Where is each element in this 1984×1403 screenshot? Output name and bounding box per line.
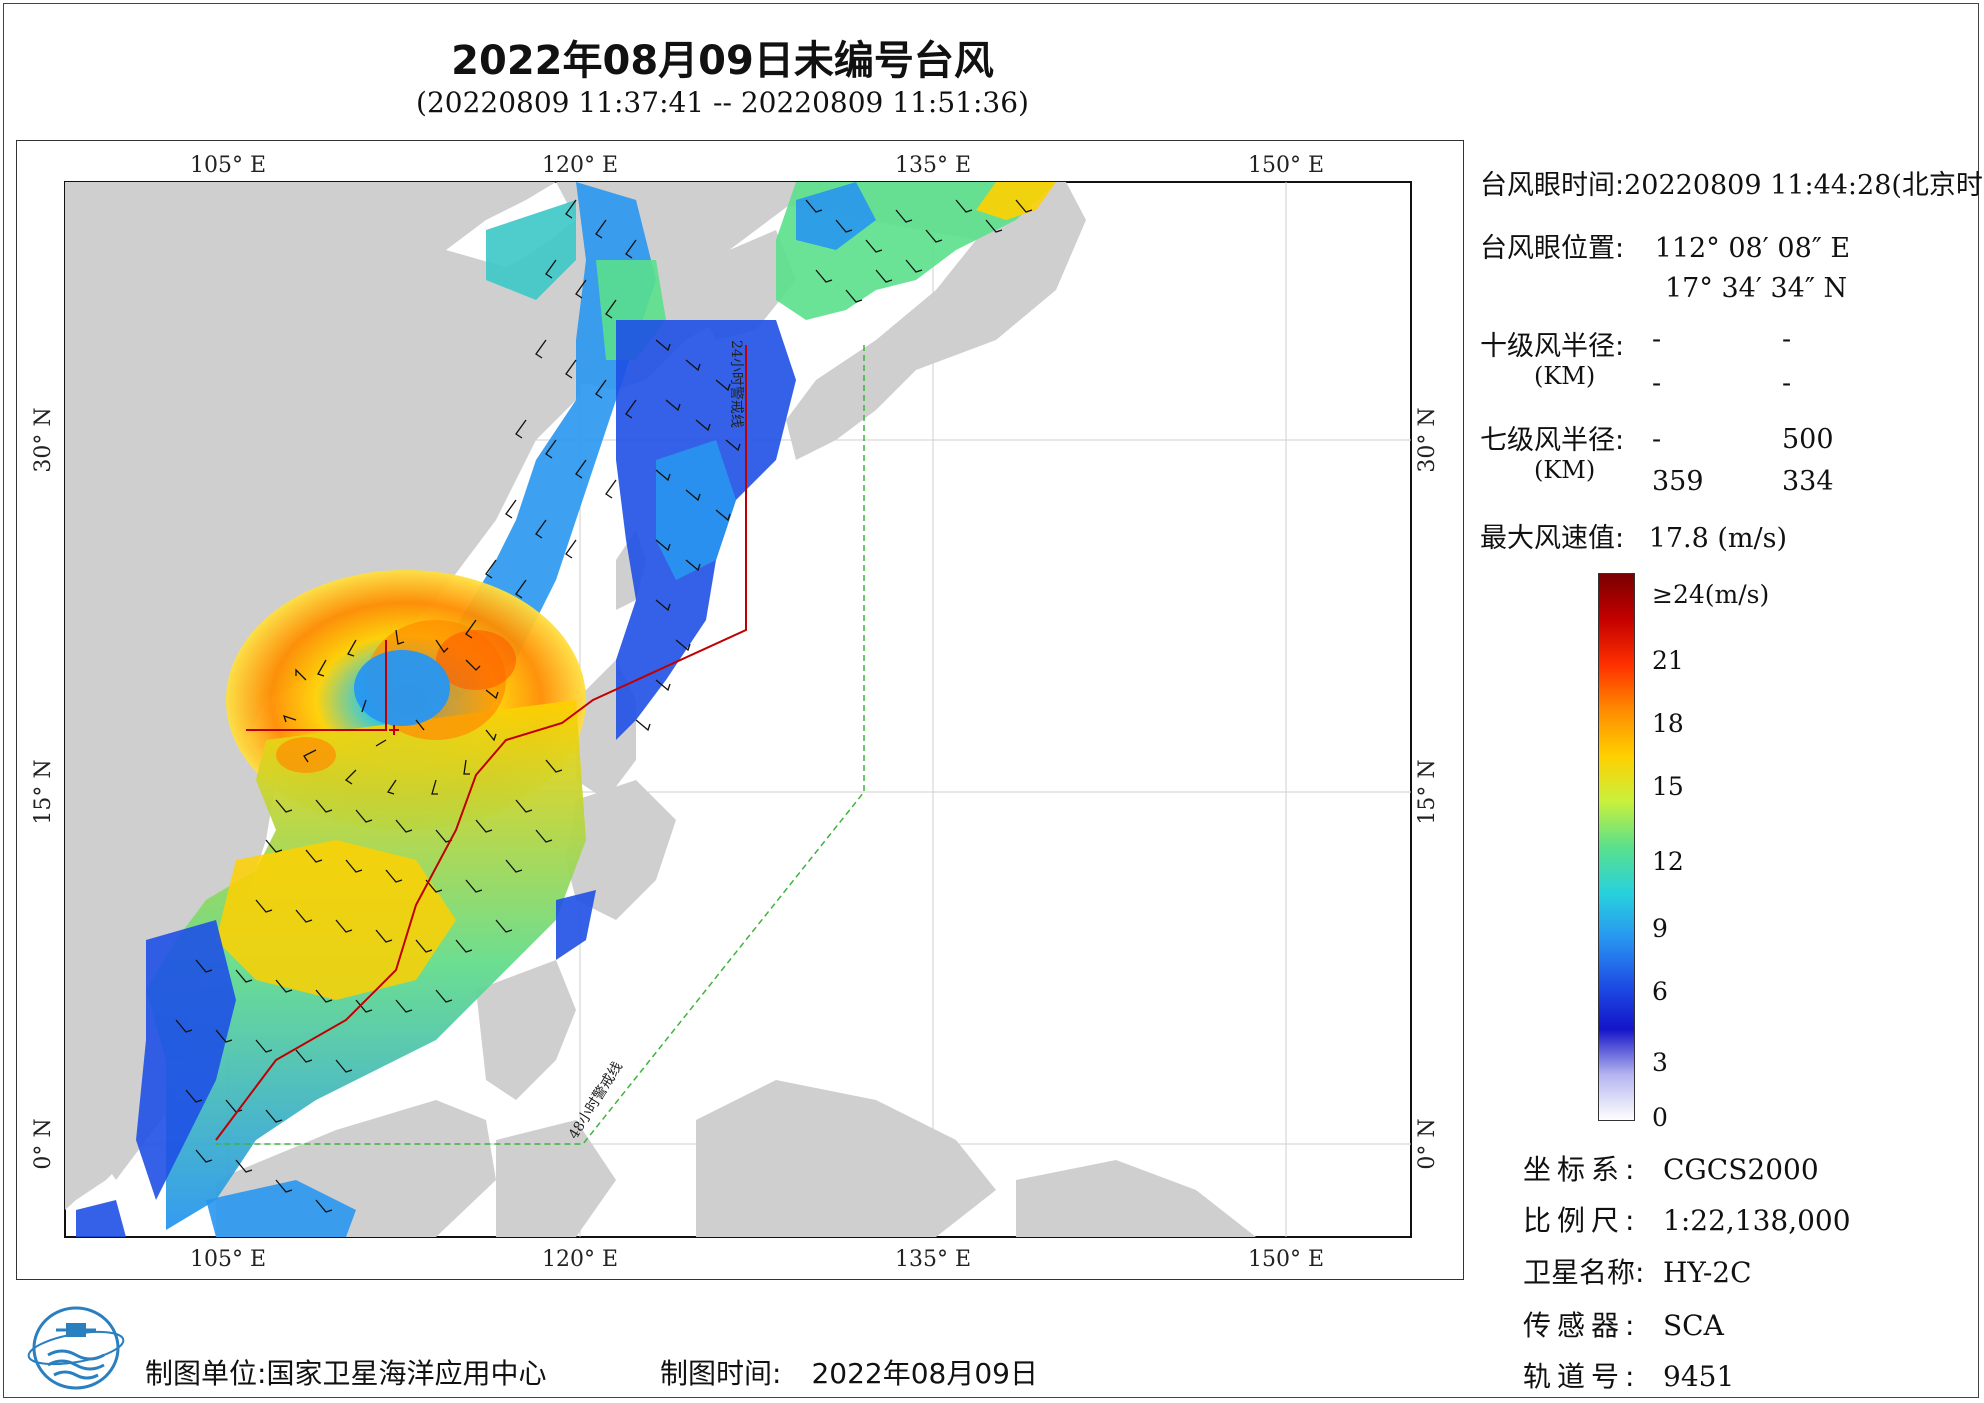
warning-line-48h <box>216 345 865 1145</box>
meta-value: 1:22,138,000 <box>1663 1204 1851 1237</box>
wind-speed-colorbar <box>1598 573 1635 1121</box>
footer-time-label: 制图时间: <box>660 1357 782 1390</box>
meta-key: 轨道号: <box>1523 1360 1641 1393</box>
lat-label: 0° N <box>31 1118 56 1169</box>
agency-logo-icon <box>27 1306 125 1390</box>
wind-barbs <box>175 199 1033 1213</box>
max-wind-label: 最大风速值: <box>1480 523 1625 554</box>
footer-unit-value: 国家卫星海洋应用中心 <box>266 1357 547 1390</box>
colorbar-label: ≥24(m/s) <box>1652 580 1770 609</box>
meta-key: 卫星名称: <box>1523 1256 1645 1289</box>
lat-labels-right: 30° N 15° N 0° N <box>1415 407 1440 1169</box>
lon-label: 150° E <box>1248 153 1324 178</box>
map-subtitle: (20220809 11:37:41 -- 20220809 11:51:36) <box>416 86 1029 119</box>
meta-row: 坐标系: CGCS2000 <box>1523 1148 1819 1188</box>
r10-row: 十级风半径: <box>1480 324 1624 363</box>
lon-label: 135° E <box>895 1247 971 1272</box>
lon-label: 135° E <box>895 153 971 178</box>
r10-value-b: - <box>1782 324 1792 355</box>
eye-time-label: 台风眼时间: <box>1480 170 1625 201</box>
max-wind-value: 17.8 (m/s) <box>1648 523 1788 554</box>
meta-key: 坐标系: <box>1523 1153 1641 1186</box>
footer-unit-label: 制图单位: <box>145 1357 267 1390</box>
footer-unit: 制图单位:国家卫星海洋应用中心 <box>145 1352 546 1392</box>
lon-labels-bottom: 105° E 120° E 135° E 150° E <box>190 1247 1324 1272</box>
r7-value-c: 359 <box>1652 466 1704 497</box>
line24-label: 24小时警戒线 <box>728 340 744 428</box>
eye-time-row: 台风眼时间:20220809 11:44:28(北京时) <box>1480 163 1984 202</box>
r7-label: 七级风半径: <box>1480 425 1625 456</box>
land-masses <box>65 182 1256 1237</box>
meta-row: 轨道号: 9451 <box>1523 1355 1734 1395</box>
r7-value-b: 500 <box>1782 424 1834 455</box>
r10-value-c: - <box>1652 368 1662 399</box>
map-title: 2022年08月09日未编号台风 <box>451 38 994 84</box>
colorbar-label: 15 <box>1652 772 1684 801</box>
meta-value: HY-2C <box>1663 1256 1752 1289</box>
lon-label: 150° E <box>1248 1247 1324 1272</box>
wind-speed-field <box>76 182 1056 1237</box>
lon-labels-top: 105° E 120° E 135° E 150° E <box>190 153 1324 178</box>
eye-lat: 17° 34′ 34″ N <box>1665 273 1848 304</box>
lat-label: 0° N <box>1415 1118 1440 1169</box>
meta-value: CGCS2000 <box>1663 1153 1819 1186</box>
r7-row: 七级风半径: <box>1480 418 1624 457</box>
lon-label: 105° E <box>190 153 266 178</box>
meta-row: 卫星名称: HY-2C <box>1523 1251 1752 1291</box>
lat-labels-left: 30° N 15° N 0° N <box>31 407 56 1169</box>
page-frame <box>3 3 1979 1398</box>
footer-time-value: 2022年08月09日 <box>811 1357 1038 1390</box>
colorbar-label: 0 <box>1652 1103 1668 1132</box>
lon-label: 120° E <box>542 153 618 178</box>
lon-label: 105° E <box>190 1247 266 1272</box>
meta-key: 比例尺: <box>1523 1204 1641 1237</box>
meta-row: 传感器: SCA <box>1523 1304 1724 1344</box>
colorbar-label: 12 <box>1652 847 1684 876</box>
colorbar-label: 21 <box>1652 646 1684 675</box>
colorbar-label: 9 <box>1652 914 1668 943</box>
lon-label: 120° E <box>542 1247 618 1272</box>
colorbar-label: 6 <box>1652 977 1668 1006</box>
eye-position-label: 台风眼位置: <box>1480 233 1625 264</box>
r10-label: 十级风半径: <box>1480 331 1625 362</box>
r7-value-a: - <box>1652 424 1662 455</box>
r10-value-d: - <box>1782 368 1792 399</box>
max-wind-row: 最大风速值: 17.8 (m/s) <box>1480 516 1787 555</box>
lat-label: 15° N <box>31 759 56 824</box>
colorbar-label: 18 <box>1652 709 1684 738</box>
footer-time: 制图时间: 2022年08月09日 <box>660 1352 1038 1392</box>
r7-value-d: 334 <box>1782 466 1834 497</box>
eye-time-value: 20220809 11:44:28(北京时) <box>1624 170 1984 201</box>
r10-value-a: - <box>1652 324 1662 355</box>
lat-label: 15° N <box>1415 759 1440 824</box>
eye-position-row: 台风眼位置: 112° 08′ 08″ E <box>1480 226 1850 265</box>
map-panel <box>16 140 1464 1280</box>
lat-label: 30° N <box>31 407 56 472</box>
warning-line-24h <box>215 345 747 1141</box>
meta-row: 比例尺: 1:22,138,000 <box>1523 1199 1851 1239</box>
r7-unit: (KM) <box>1534 456 1596 484</box>
typhoon-eye-marker[interactable] <box>389 725 399 735</box>
lat-label: 30° N <box>1415 407 1440 472</box>
map-canvas[interactable]: 24小时警戒线 48小时警戒线 105° E 120° E 135° E 150… <box>16 140 1464 1280</box>
r10-unit: (KM) <box>1534 362 1596 390</box>
meta-key: 传感器: <box>1523 1309 1641 1342</box>
meta-value: SCA <box>1663 1309 1724 1342</box>
meta-value: 9451 <box>1663 1360 1735 1393</box>
colorbar-label: 3 <box>1652 1048 1668 1077</box>
eye-lon: 112° 08′ 08″ E <box>1654 233 1851 264</box>
